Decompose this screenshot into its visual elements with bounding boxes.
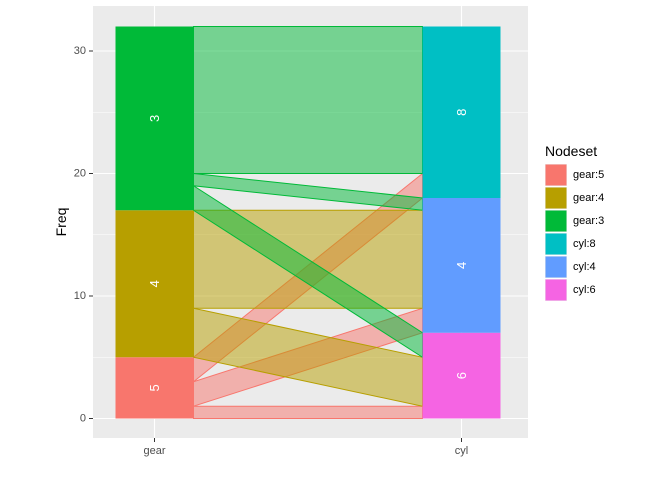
flow-band xyxy=(193,26,423,174)
node-bar xyxy=(115,357,194,419)
flow-band xyxy=(193,405,423,419)
node-label: 6 xyxy=(454,372,469,379)
y-tick-label: 10 xyxy=(74,290,86,302)
node-label: 3 xyxy=(147,115,162,122)
node-bar xyxy=(422,26,501,198)
y-tick-label: 20 xyxy=(74,168,86,180)
legend-label: cyl:6 xyxy=(573,284,596,296)
legend-key xyxy=(545,187,567,209)
node-label: 4 xyxy=(147,280,162,287)
legend-key xyxy=(545,210,567,232)
node-label: 8 xyxy=(454,109,469,116)
legend-label: gear:3 xyxy=(573,215,604,227)
legend-key xyxy=(545,233,567,255)
x-tick-label: cyl xyxy=(455,445,468,457)
legend-title: Nodeset xyxy=(545,143,597,159)
y-tick-label: 0 xyxy=(80,413,86,425)
node-bar xyxy=(115,26,194,211)
legend-label: gear:4 xyxy=(573,192,604,204)
node-bar xyxy=(115,210,194,358)
legend-key xyxy=(545,279,567,301)
node-label: 4 xyxy=(454,262,469,269)
legend-key xyxy=(545,164,567,186)
node-label: 5 xyxy=(147,384,162,391)
node-bar xyxy=(422,332,501,419)
y-axis-title: Freq xyxy=(53,208,69,237)
legend: Nodeset gear:5 gear:4 gear:3 cyl:8 cyl:4 cyl:… xyxy=(545,143,604,301)
node-bar xyxy=(422,198,501,333)
legend-label: cyl:4 xyxy=(573,261,596,273)
nodes: 5 4 3 6 4 8 xyxy=(115,26,501,419)
legend-label: gear:5 xyxy=(573,169,604,181)
x-tick-label: gear xyxy=(143,445,165,457)
legend-key xyxy=(545,256,567,278)
axes: 0 10 20 30 gear cyl xyxy=(74,45,468,457)
y-tick-label: 30 xyxy=(74,45,86,57)
flows xyxy=(193,26,423,419)
legend-label: cyl:8 xyxy=(573,238,596,250)
